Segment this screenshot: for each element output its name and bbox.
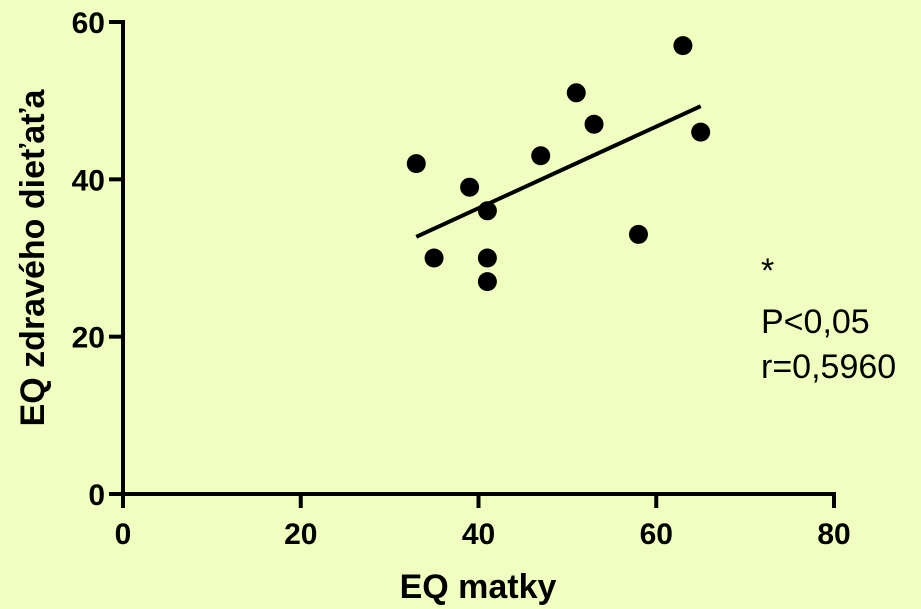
plot-area: 0 20 40 60 80 0 20 40 60 bbox=[72, 7, 851, 551]
correlation-label: r=0,5960 bbox=[761, 348, 896, 386]
x-tick-label: 40 bbox=[462, 518, 495, 551]
y-tick-label: 60 bbox=[72, 7, 105, 40]
data-point bbox=[477, 272, 497, 292]
data-point bbox=[584, 114, 604, 134]
significance-asterisk: * bbox=[761, 252, 774, 290]
x-axis-title: EQ matky bbox=[400, 568, 557, 606]
data-point bbox=[673, 36, 693, 56]
y-tick-label: 20 bbox=[72, 322, 105, 355]
data-point bbox=[477, 248, 497, 268]
data-point bbox=[406, 154, 426, 174]
x-tick-label: 20 bbox=[284, 518, 317, 551]
x-tick-label: 0 bbox=[115, 518, 132, 551]
y-tick-label: 0 bbox=[88, 479, 105, 512]
data-point bbox=[531, 146, 551, 166]
data-point bbox=[566, 83, 586, 103]
data-points bbox=[406, 36, 711, 292]
y-axis-title: EQ zdravého dieťaťa bbox=[14, 89, 52, 427]
regression-line bbox=[415, 104, 702, 239]
data-point bbox=[460, 177, 480, 197]
y-ticks: 0 20 40 60 bbox=[72, 7, 123, 512]
y-tick-label: 40 bbox=[72, 164, 105, 197]
data-point bbox=[628, 224, 648, 244]
data-point bbox=[691, 122, 711, 142]
p-value-label: P<0,05 bbox=[761, 303, 870, 341]
x-tick-label: 80 bbox=[817, 518, 850, 551]
x-ticks: 0 20 40 60 80 bbox=[115, 494, 851, 551]
data-point bbox=[477, 201, 497, 221]
x-tick-label: 60 bbox=[640, 518, 673, 551]
data-point bbox=[424, 248, 444, 268]
